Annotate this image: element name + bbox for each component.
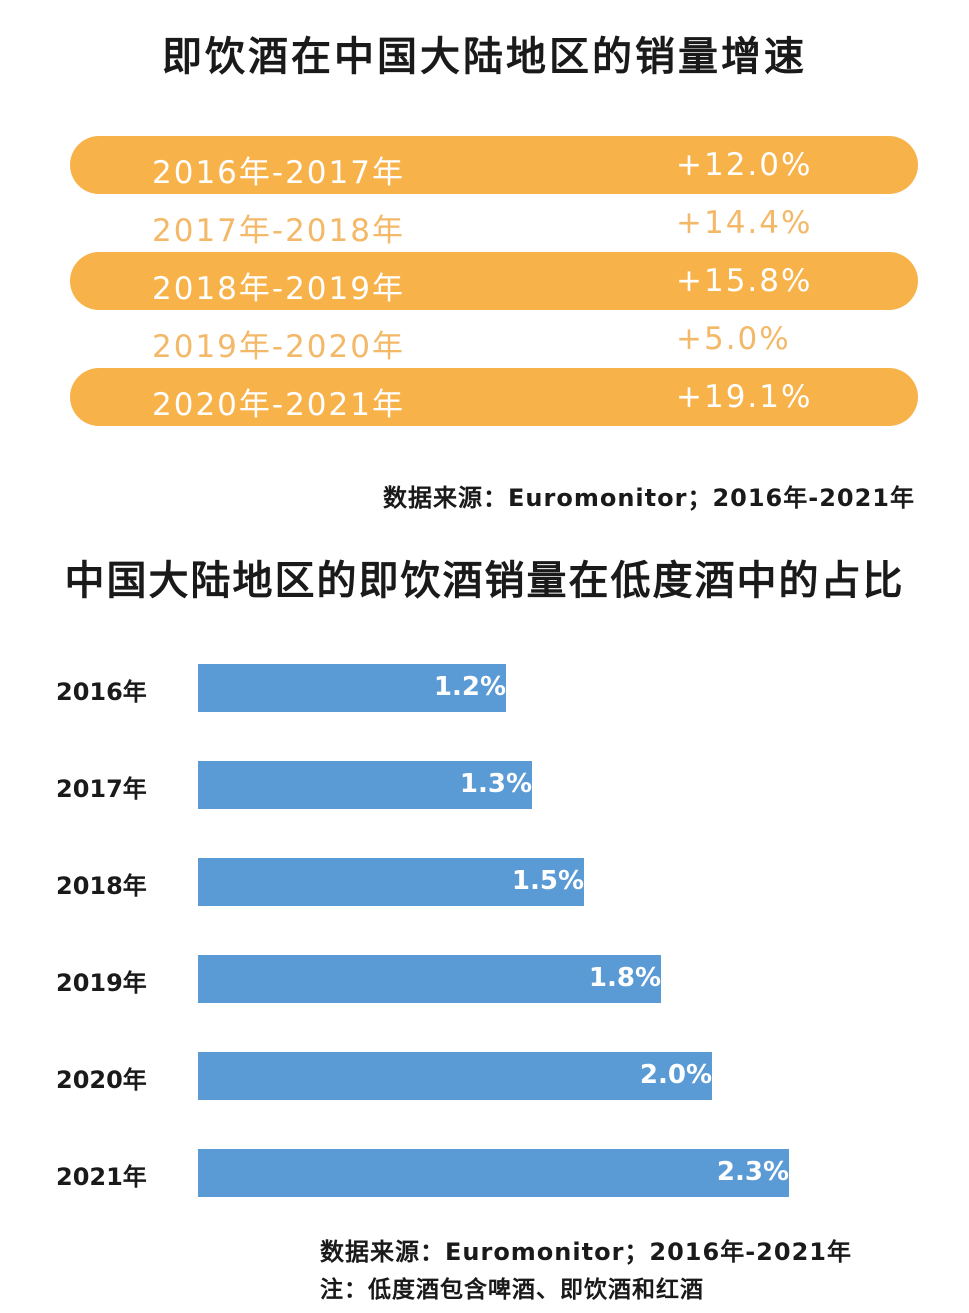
growth-row: 2019年-2020年 +5.0%	[70, 310, 918, 368]
growth-rate: +5.0%	[676, 321, 791, 357]
growth-period: 2018年-2019年	[152, 271, 405, 307]
share-bar-chart: 2016年 1.2% 2017年 1.3% 2018年 1.5% 2019年 1.8% 2020…	[0, 640, 969, 1210]
share-chart-title: 中国大陆地区的即饮酒销量在低度酒中的占比	[64, 558, 905, 604]
growth-period: 2016年-2017年	[152, 155, 405, 191]
growth-source: 数据来源：Euromonitor；2016年-2021年	[383, 484, 915, 512]
growth-rate: +12.0%	[676, 147, 813, 183]
bar-row: 2019年 1.8%	[0, 955, 969, 1003]
share-note: 注：低度酒包含啤酒、即饮酒和红酒	[320, 1277, 704, 1303]
bar: 2.3%	[198, 1149, 789, 1197]
bar: 1.2%	[198, 664, 506, 712]
bar-value-label: 1.2%	[433, 672, 506, 702]
bar-row: 2017年 1.3%	[0, 761, 969, 809]
bar-category-label: 2016年	[56, 678, 147, 706]
bar-category-label: 2020年	[56, 1066, 147, 1094]
bar-value-label: 1.5%	[511, 866, 584, 896]
growth-rate: +14.4%	[676, 205, 813, 241]
bar: 1.8%	[198, 955, 661, 1003]
bar-value-label: 2.0%	[639, 1060, 712, 1090]
growth-chart-title: 即饮酒在中国大陆地区的销量增速	[162, 34, 807, 80]
growth-row: 2016年-2017年 +12.0%	[70, 136, 918, 194]
bar: 1.5%	[198, 858, 584, 906]
growth-table: 2016年-2017年 +12.0% 2017年-2018年 +14.4% 20…	[70, 136, 918, 426]
bar-category-label: 2019年	[56, 969, 147, 997]
growth-period: 2019年-2020年	[152, 329, 405, 365]
bar: 1.3%	[198, 761, 532, 809]
bar-value-label: 1.8%	[588, 963, 661, 993]
bar-category-label: 2018年	[56, 872, 147, 900]
growth-row: 2017年-2018年 +14.4%	[70, 194, 918, 252]
bar-category-label: 2021年	[56, 1163, 147, 1191]
growth-row: 2020年-2021年 +19.1%	[70, 368, 918, 426]
bar: 2.0%	[198, 1052, 712, 1100]
share-source: 数据来源：Euromonitor；2016年-2021年	[320, 1238, 852, 1266]
growth-rate: +19.1%	[676, 379, 813, 415]
bar-value-label: 1.3%	[459, 769, 532, 799]
bar-row: 2016年 1.2%	[0, 664, 969, 712]
bar-row: 2021年 2.3%	[0, 1149, 969, 1197]
bar-value-label: 2.3%	[716, 1157, 789, 1187]
growth-period: 2017年-2018年	[152, 213, 405, 249]
growth-row: 2018年-2019年 +15.8%	[70, 252, 918, 310]
bar-row: 2018年 1.5%	[0, 858, 969, 906]
growth-rate: +15.8%	[676, 263, 813, 299]
growth-period: 2020年-2021年	[152, 387, 405, 423]
bar-category-label: 2017年	[56, 775, 147, 803]
bar-row: 2020年 2.0%	[0, 1052, 969, 1100]
